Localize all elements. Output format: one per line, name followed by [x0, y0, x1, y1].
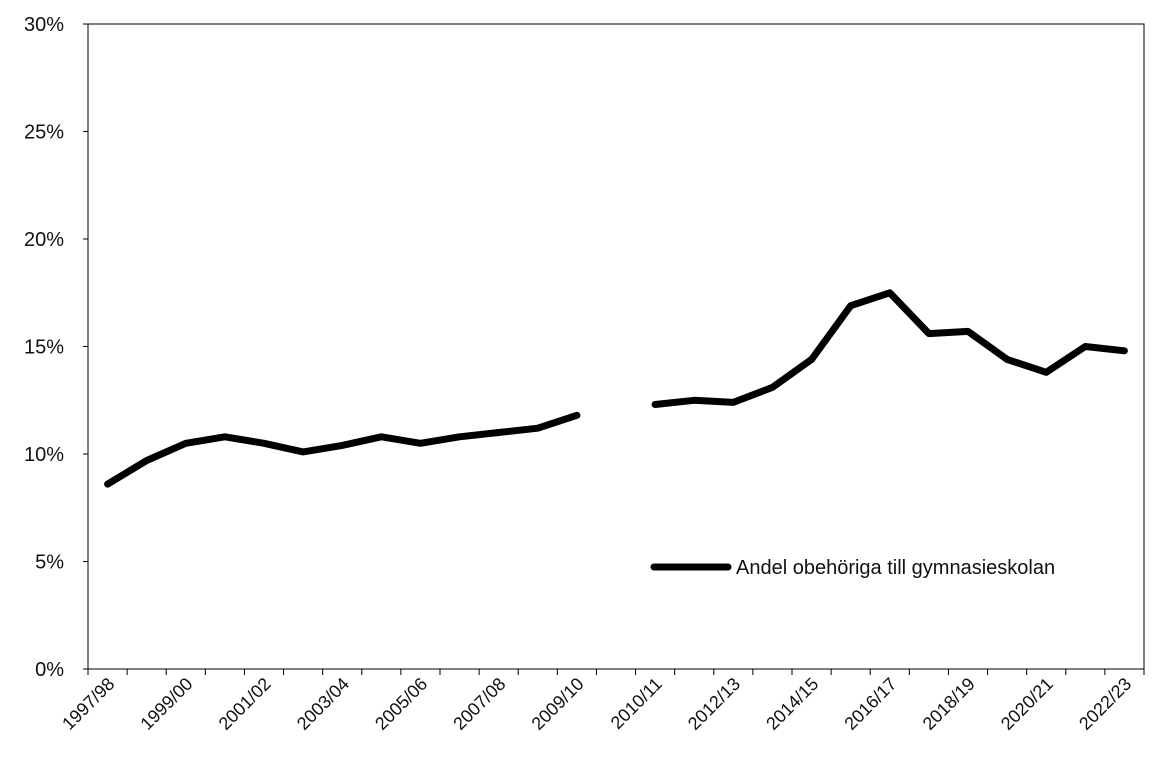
x-tick-label: 2003/04	[293, 674, 353, 734]
legend: Andel obehöriga till gymnasieskolan	[650, 557, 1055, 579]
x-tick-label: 2007/08	[449, 674, 509, 734]
y-tick-label: 20%	[24, 229, 64, 251]
x-tick-label: 2009/10	[528, 674, 588, 734]
series-layer	[104, 289, 1128, 488]
x-tick-label: 2012/13	[684, 674, 744, 734]
y-tick-label: 0%	[35, 659, 64, 681]
x-tick-label: 2020/21	[997, 674, 1057, 734]
x-tick-label: 2010/11	[607, 674, 666, 733]
y-tick-label: 25%	[24, 122, 64, 144]
x-tick-label: 2022/23	[1075, 674, 1135, 734]
x-tick-label: 2016/17	[840, 674, 900, 734]
y-tick-label: 30%	[24, 14, 64, 36]
y-tick-label: 5%	[35, 552, 64, 574]
series-line	[104, 411, 581, 488]
x-tick-label: 2001/02	[215, 674, 275, 734]
x-tick-label: 2014/15	[762, 674, 822, 734]
x-tick-label: 1997/98	[58, 674, 118, 734]
y-axis-ticks: 0% 5% 10% 15% 20% 25% 30%	[24, 14, 88, 681]
y-tick-label: 15%	[24, 337, 64, 359]
x-tick-label: 1999/00	[136, 674, 196, 734]
x-axis-ticks: 1997/98 1999/00 2001/02 2003/04 2005/06 2007/…	[58, 669, 1145, 734]
y-tick-label: 10%	[24, 444, 64, 466]
x-tick-label: 2005/06	[371, 674, 431, 734]
x-tick-label: 2018/19	[919, 674, 979, 734]
series-line	[651, 289, 1128, 408]
legend-label: Andel obehöriga till gymnasieskolan	[736, 557, 1055, 579]
